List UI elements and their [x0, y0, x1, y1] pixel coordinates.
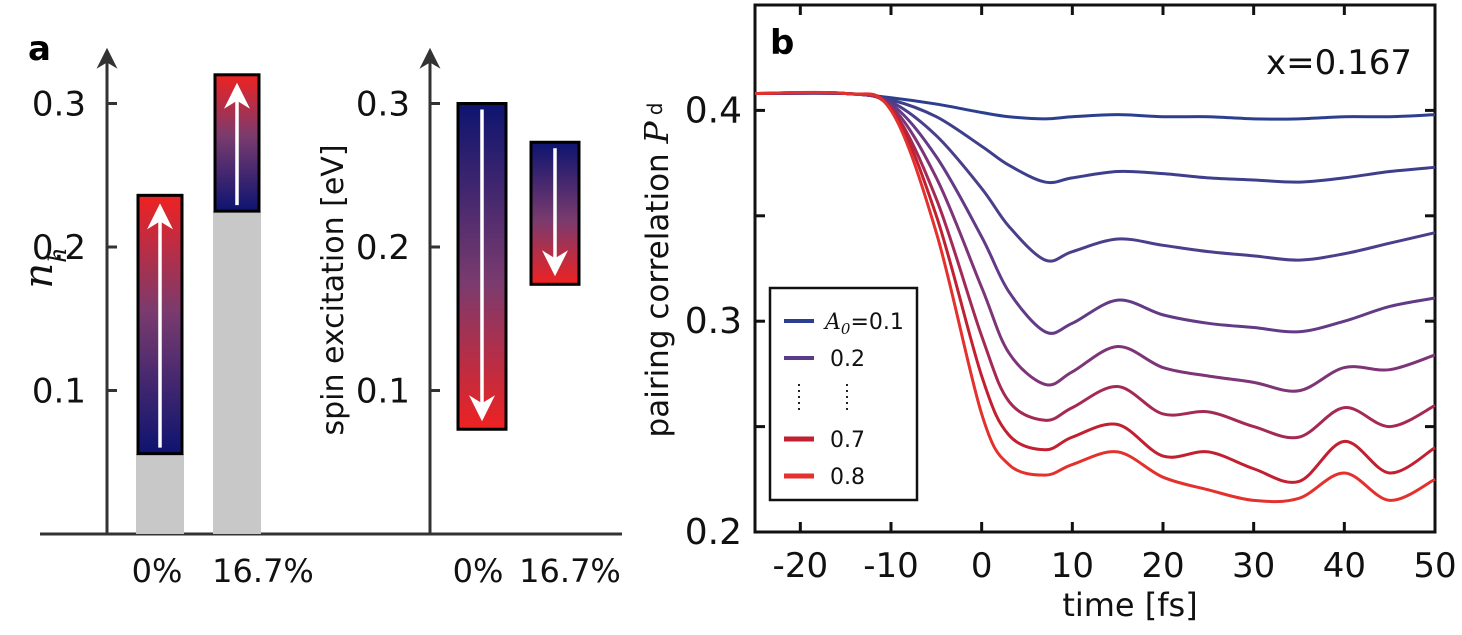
panel-a-gray-bar-0 [136, 453, 184, 534]
time-axis-label: time [fs] [1062, 586, 1197, 624]
legend-label-3: 0.7 [830, 428, 865, 453]
xtick-label-0: -20 [773, 546, 829, 586]
panel-a-category-1-0: 0% [453, 552, 504, 590]
svg-text:pairing correlation Pd: pairing correlation Pd [637, 103, 676, 438]
series-line-0.7 [754, 90, 1436, 484]
ytick-label-0: 0.2 [685, 512, 742, 553]
arrow-head-0-0 [147, 203, 173, 230]
legend-label-4: 0.8 [830, 465, 865, 490]
xtick-label-3: 10 [1051, 546, 1094, 586]
pairing-axis-label: pairing correlation Pd [637, 103, 676, 438]
panel-a-plot: 0.1 0.2 0.3 0% 16.7% 0.1 0.2 0.3 0% 16.7% [32, 73, 621, 590]
series-line-0.5 [754, 91, 1436, 393]
panel-a-ytick-label-0-0: 0.1 [32, 372, 86, 412]
panel-a-ytick-label-0-1: 0.2 [32, 228, 86, 268]
series-line-0.3 [754, 91, 1436, 263]
legend: A0=0.1 0.2 0.7 0.8 [768, 286, 919, 502]
xtick-label-6: 40 [1323, 546, 1366, 586]
svg-text:nh: nh [16, 247, 72, 288]
arrow-head-1-1 [542, 250, 568, 277]
xtick-label-5: 30 [1232, 546, 1275, 586]
panel-b-frame [753, 3, 1437, 534]
panel-a-category-0-1: 16.7% [212, 552, 314, 590]
nh-axis-label: nh [16, 247, 72, 288]
xtick-label-2: 0 [971, 546, 993, 586]
series-line-0.8 [754, 90, 1436, 504]
spin-excitation-axis-label: spin excitation [eV] [316, 144, 351, 435]
panel-a-ytick-label-1-1: 0.2 [356, 228, 410, 268]
legend-label-1: A0=0.1 [823, 310, 904, 338]
panel-a-category-1-1: 16.7% [519, 552, 621, 590]
xtick-label-4: 20 [1141, 546, 1184, 586]
series-line-0.2 [754, 91, 1436, 185]
series-line-0.6 [754, 90, 1436, 440]
xtick-label-7: 50 [1413, 546, 1456, 586]
arrow-head-0-1 [224, 82, 250, 109]
panel-a-ytick-label-0-2: 0.3 [32, 85, 86, 125]
ytick-label-2: 0.4 [685, 90, 742, 131]
panel-a-ytick-label-1-0: 0.1 [356, 372, 410, 412]
panel-a-label: a [28, 29, 51, 69]
panel-a-ytick-label-1-2: 0.3 [356, 85, 410, 125]
xtick-label-1: -10 [863, 546, 919, 586]
ytick-label-1: 0.3 [685, 301, 742, 342]
legend-box [768, 286, 919, 502]
legend-label-2: 0.2 [830, 347, 865, 372]
panel-a-gray-bar-1 [213, 211, 261, 534]
panel-b-plot: -20 -10 0 10 20 30 40 50 0.2 0.3 0.4 [685, 3, 1457, 586]
series-line-0.1 [754, 91, 1436, 121]
series-line-0.4 [754, 91, 1436, 335]
arrow-head-1-0 [469, 395, 495, 422]
panel-b-label: b [770, 23, 794, 63]
concentration-annotation: x=0.167 [1266, 43, 1412, 83]
panel-a-category-0-0: 0% [132, 552, 183, 590]
